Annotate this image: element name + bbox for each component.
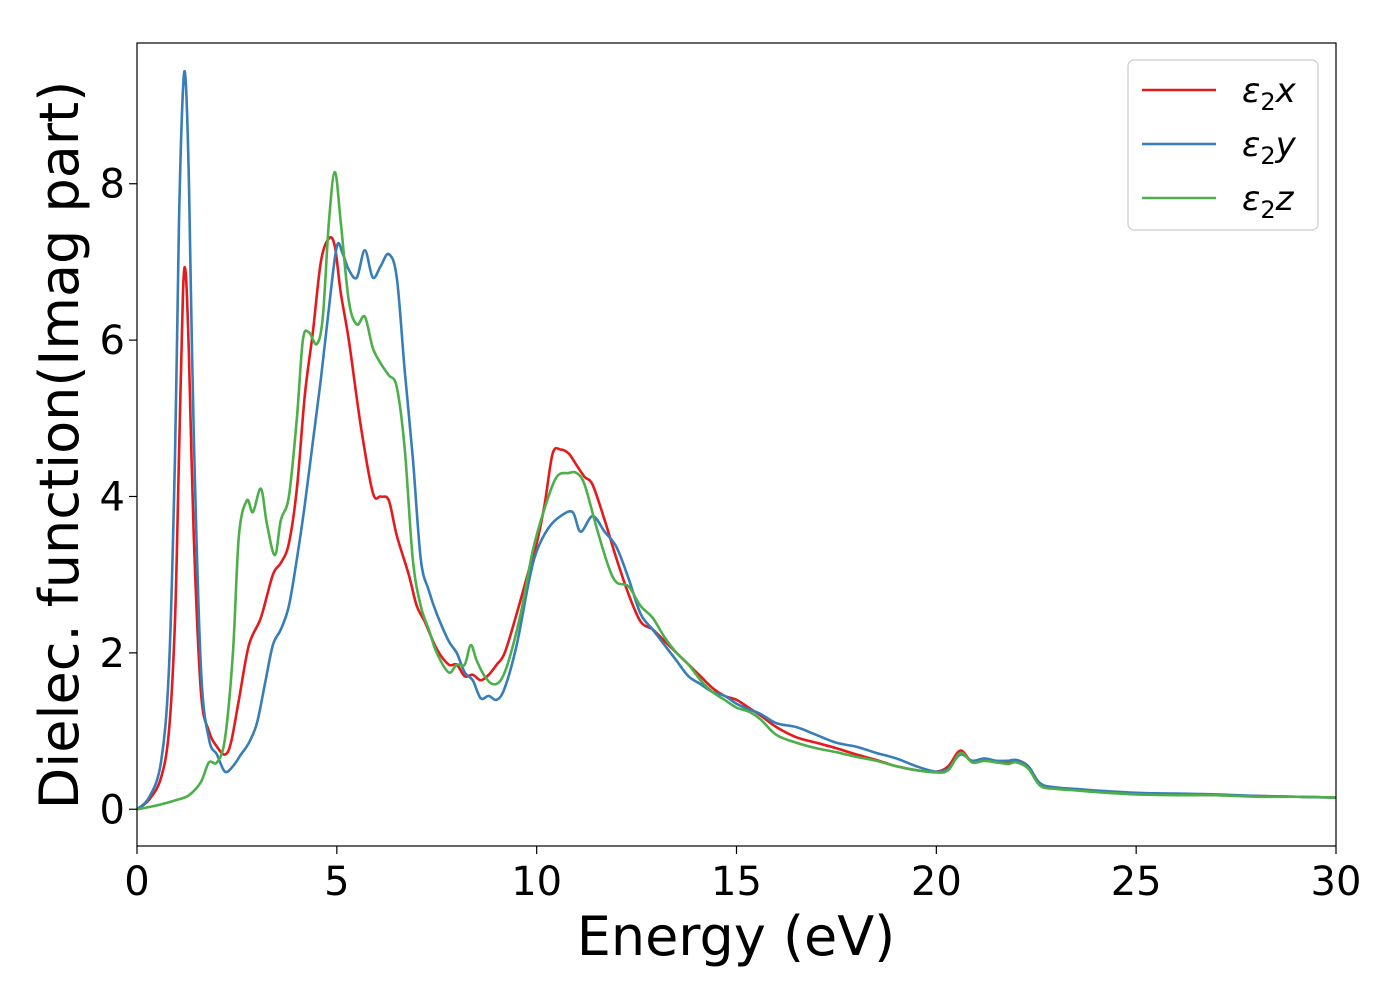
series-line-x xyxy=(137,236,1336,811)
y-axis: 0 2 4 6 8 xyxy=(100,162,137,833)
x-tick-label: 15 xyxy=(711,859,762,905)
legend: ε2x ε2y ε2z xyxy=(1127,59,1319,231)
y-tick-label: 8 xyxy=(100,162,125,208)
x-tick-label: 0 xyxy=(124,859,149,905)
x-axis-label: Energy (eV) xyxy=(577,905,896,968)
legend-label-y: ε2y xyxy=(1242,125,1297,170)
legend-label-z: ε2z xyxy=(1242,179,1295,224)
y-tick-label: 6 xyxy=(100,318,125,364)
y-tick-label: 2 xyxy=(100,631,125,677)
x-tick-label: 30 xyxy=(1311,859,1362,905)
x-tick-label: 5 xyxy=(324,859,349,905)
x-tick-label: 10 xyxy=(511,859,562,905)
x-tick-label: 20 xyxy=(911,859,962,905)
y-tick-label: 4 xyxy=(100,474,125,520)
x-tick-label: 25 xyxy=(1111,859,1162,905)
series-line-z xyxy=(137,170,1336,811)
legend-frame xyxy=(1127,59,1319,231)
x-axis: 0 5 10 15 20 25 30 xyxy=(124,846,1361,905)
y-axis-label: Dielec. function(Imag part) xyxy=(28,81,91,810)
y-tick-label: 0 xyxy=(100,787,125,833)
series-layer xyxy=(137,70,1336,811)
legend-label-x: ε2x xyxy=(1242,71,1297,116)
